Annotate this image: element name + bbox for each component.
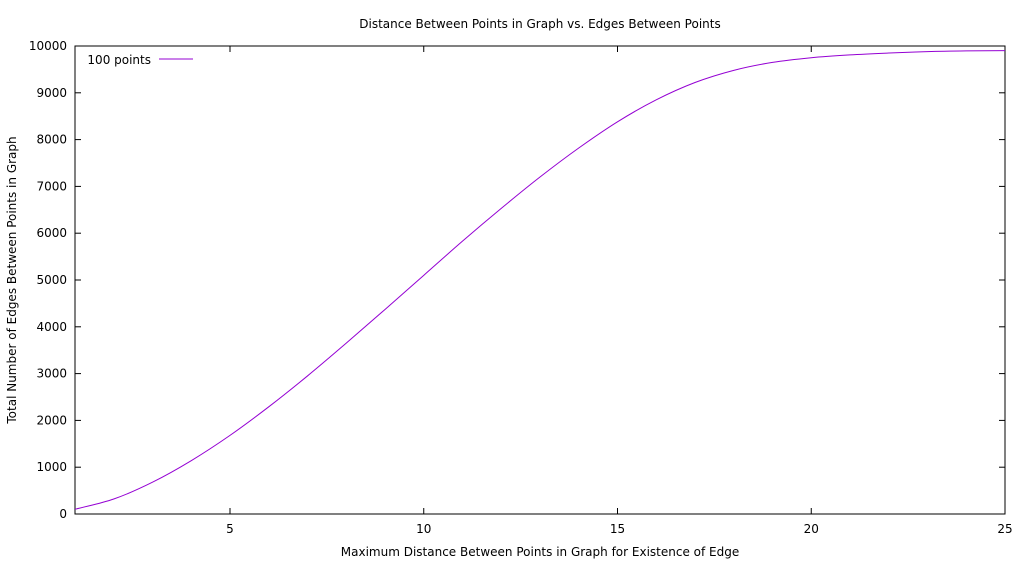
y-axis-label: Total Number of Edges Between Points in …	[5, 136, 19, 424]
legend: 100 points	[87, 53, 193, 67]
x-tick-label: 20	[804, 522, 819, 536]
legend-label: 100 points	[87, 53, 151, 67]
chart-title: Distance Between Points in Graph vs. Edg…	[359, 17, 720, 31]
x-axis-label: Maximum Distance Between Points in Graph…	[341, 545, 739, 559]
y-tick-label: 10000	[29, 39, 67, 53]
y-tick-label: 3000	[36, 367, 67, 381]
x-tick-label: 10	[416, 522, 431, 536]
y-tick-label: 4000	[36, 320, 67, 334]
series-line	[74, 50, 1006, 510]
x-tick-label: 5	[226, 522, 234, 536]
y-axis: 0 1000 2000 3000 4000 5000 6000 7000 8000 9000 100…	[29, 39, 1005, 521]
y-tick-label: 1000	[36, 460, 67, 474]
y-tick-label: 5000	[36, 273, 67, 287]
plot-frame	[74, 45, 1006, 515]
y-tick-label: 0	[59, 507, 67, 521]
x-tick-label: 25	[997, 522, 1012, 536]
y-tick-label: 7000	[36, 179, 67, 193]
x-tick-label: 15	[610, 522, 625, 536]
series-layer	[74, 50, 1006, 510]
y-tick-label: 2000	[36, 413, 67, 427]
y-tick-label: 9000	[36, 86, 67, 100]
y-tick-label: 8000	[36, 133, 67, 147]
x-axis: 5 10 15 20 25	[226, 46, 1013, 536]
y-tick-label: 6000	[36, 226, 67, 240]
